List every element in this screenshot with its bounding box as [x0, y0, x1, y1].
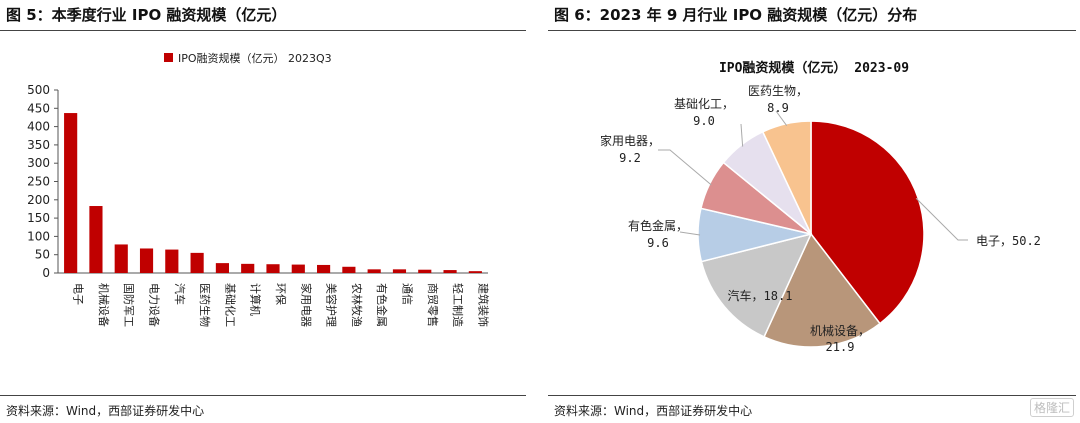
bar [139, 248, 154, 273]
x-tick-label: 有色金属 [375, 283, 389, 327]
x-tick-label: 汽车 [173, 283, 187, 305]
y-tick-label: 100 [27, 229, 50, 243]
figure-6-title: 图 6：2023 年 9 月行业 IPO 融资规模（亿元）分布 [554, 6, 918, 24]
bar [367, 269, 381, 273]
slice-label-jiayong-name: 家用电器， [600, 133, 660, 148]
x-tick-label: 电子 [72, 283, 85, 305]
x-tick-label: 电力设备 [148, 283, 162, 327]
slice-label-jixie-value: 21.9 [826, 340, 855, 354]
bar-chart-panel: 图 5：本季度行业 IPO 融资规模（亿元） IPO融资规模（亿元） 2023Q… [0, 0, 530, 423]
source-note: 资料来源：Wind，西部证券研发中心 [554, 404, 753, 418]
bar [89, 206, 103, 273]
x-tick-label: 机械设备 [97, 283, 111, 327]
source-note: 资料来源：Wind，西部证券研发中心 [6, 404, 205, 418]
pie-slice [763, 232, 881, 348]
x-tick-label: 通信 [400, 283, 413, 305]
x-tick-label: 商贸零售 [426, 283, 440, 327]
top-rule [0, 30, 526, 31]
x-tick-label: 计算机 [249, 283, 263, 316]
slice-label-yiyao-name: 医药生物， [748, 84, 808, 98]
bar [165, 249, 179, 273]
top-rule [548, 30, 1076, 31]
x-tick-label: 轻工制造 [451, 283, 465, 327]
bar [468, 271, 482, 273]
watermark-logo: 格隆汇 [1029, 398, 1074, 417]
bar [291, 264, 305, 273]
y-tick-label: 400 [27, 120, 50, 134]
x-tick-label: 环保 [274, 283, 288, 305]
leader-line [658, 149, 712, 186]
leader-line [740, 123, 744, 147]
y-tick-label: 150 [27, 211, 50, 225]
bar [317, 264, 331, 273]
leader-line [775, 110, 788, 126]
slice-label-yiyao-value: 8.9 [767, 101, 789, 115]
pie-slice [700, 232, 813, 338]
pie-title: IPO融资规模（亿元） 2023-09 [719, 60, 909, 76]
x-tick-label: 家用电器 [299, 283, 313, 327]
x-tick-label: 医药生物 [198, 283, 212, 327]
slice-label-jichu-name: 基础化工， [674, 97, 734, 111]
y-tick-label: 450 [27, 101, 50, 115]
y-tick-label: 50 [35, 248, 50, 262]
x-tick-label: 建筑装饰 [476, 283, 490, 327]
slice-label-qiche: 汽车，18.1 [728, 288, 793, 303]
slice-label-youse-value: 9.6 [647, 236, 669, 250]
slice-label-jichu-value: 9.0 [693, 114, 715, 128]
slice-label-youse-name: 有色金属， [628, 218, 688, 233]
leader-line [679, 231, 701, 236]
pie-slice [810, 120, 925, 325]
figure-5-title: 图 5：本季度行业 IPO 融资规模（亿元） [6, 6, 287, 24]
bar [64, 113, 78, 273]
bar [215, 263, 229, 273]
x-tick-label: 国防军工 [122, 283, 136, 327]
slice-label-jiayong-value: 9.2 [619, 151, 641, 165]
y-tick-label: 350 [27, 138, 50, 152]
bar [241, 263, 255, 273]
bar [342, 266, 356, 273]
pie-chart: IPO融资规模（亿元） 2023-09 电子，50.2 机械设备， 21.9 汽车，18… [600, 60, 1041, 354]
slice-label-jixie-name: 机械设备， [810, 323, 870, 338]
bar [266, 264, 280, 273]
bar [392, 269, 407, 273]
y-tick-label: 0 [42, 266, 50, 280]
y-tick-label: 200 [27, 193, 50, 207]
bottom-rule [0, 395, 526, 396]
slice-label-dianzi: 电子，50.2 [976, 234, 1041, 248]
bar-chart: IPO融资规模（亿元） 2023Q3 0 50 100 150 200 250 300 350 4… [27, 51, 490, 327]
pie-slice [761, 120, 812, 235]
pie-chart-panel: 图 6：2023 年 9 月行业 IPO 融资规模（亿元）分布 IPO融资规模（… [548, 0, 1080, 423]
legend-swatch [164, 53, 173, 62]
x-tick-label: 美容护理 [325, 283, 339, 327]
y-tick-label: 250 [27, 175, 50, 189]
bar [418, 269, 432, 273]
x-tick-label: 基础化工 [223, 283, 237, 327]
bottom-rule [548, 395, 1076, 396]
y-tick-label: 500 [27, 83, 50, 97]
legend-label: IPO融资规模（亿元） 2023Q3 [178, 51, 332, 65]
leader-line [915, 197, 968, 241]
bar [114, 244, 128, 273]
y-tick-label: 300 [27, 156, 50, 170]
bar [190, 252, 204, 273]
bar [443, 270, 457, 273]
x-tick-label: 农林牧渔 [350, 283, 364, 327]
